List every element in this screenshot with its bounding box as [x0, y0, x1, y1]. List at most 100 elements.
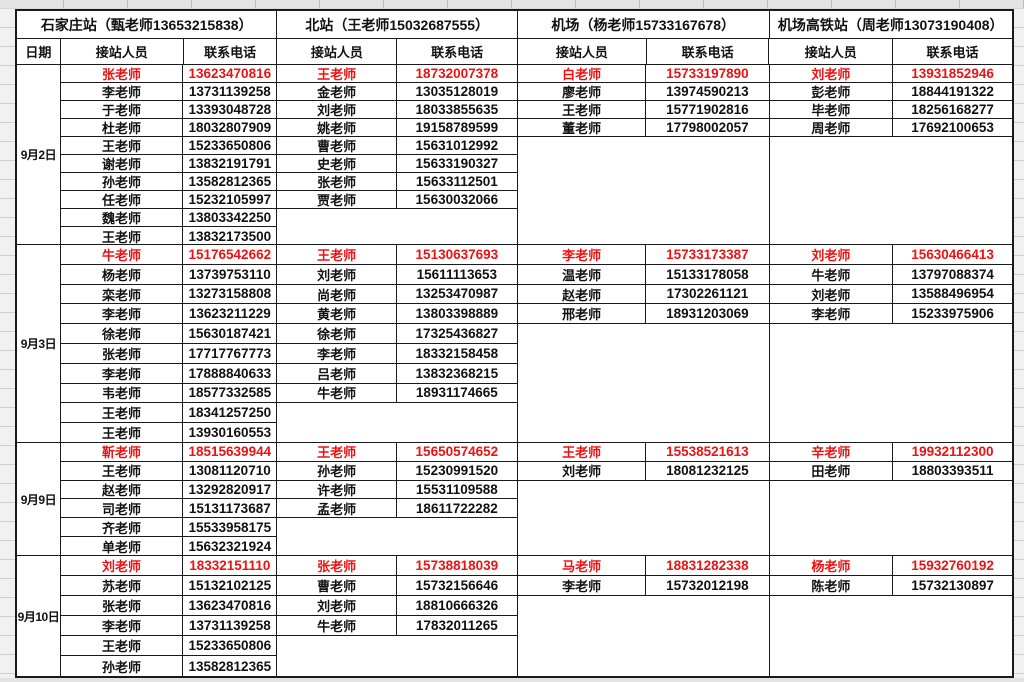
phone-cell: 18332158458	[415, 345, 499, 361]
phone-cell: 13253470987	[415, 286, 499, 302]
station-column-3: 白老师 15733197890 廖老师 13974590213 王老师 157719028…	[517, 65, 770, 244]
name-cell: 田老师	[770, 461, 894, 480]
phone-column-header: 联系电话	[926, 45, 979, 60]
table-row: 曹老师 15631012992	[277, 137, 517, 155]
phone-cell: 18810666326	[415, 598, 499, 613]
empty-cell	[770, 324, 1012, 442]
table-row: 王老师 13930160553	[61, 423, 277, 442]
name-cell: 王老师	[61, 227, 184, 244]
empty-cell	[770, 481, 1012, 555]
name-cell: 许老师	[277, 480, 397, 499]
name-cell: 杨老师	[770, 556, 894, 575]
name-cell: 孙老师	[277, 461, 397, 480]
table-row: 王老师 18732007378	[277, 65, 517, 83]
name-cell: 李老师	[277, 343, 397, 363]
table-row: 张老师 15738818039	[277, 556, 517, 576]
date-group: 9月10日 刘老师 18332151110 苏老师 15132102125 张老师 1362…	[17, 556, 1012, 676]
table-row: 苏老师 15132102125	[60, 576, 277, 596]
table-row: 王老师 15650574652	[277, 443, 517, 462]
name-cell: 王老师	[518, 101, 647, 118]
phone-cell: 15633190327	[415, 156, 499, 171]
station-header-2: 北站（王老师15032687555）	[277, 11, 518, 38]
table-row: 李老师 13731139258	[60, 83, 277, 101]
phone-cell: 18611722282	[415, 500, 498, 516]
station-column-4: 刘老师 15630466413 牛老师 13797088374 刘老师 135884969…	[769, 245, 1012, 442]
station-column-2: 王老师 15650574652 孙老师 15230991520 许老师 155311095…	[277, 443, 518, 555]
phone-cell: 15932760192	[911, 558, 994, 573]
phone-cell: 18332151110	[189, 558, 271, 573]
phone-cell: 15771902816	[666, 102, 749, 117]
empty-cell	[770, 596, 1012, 676]
name-cell: 王老师	[61, 423, 184, 442]
name-cell: 苏老师	[61, 576, 184, 595]
table-row: 王老师 13832173500	[61, 227, 277, 244]
name-cell: 徐老师	[277, 324, 397, 343]
table-row: 韦老师 18577332585	[60, 383, 277, 404]
phone-cell: 17692100653	[911, 120, 994, 135]
name-cell: 李老师	[61, 304, 184, 324]
name-column-header: 接站人员	[518, 39, 647, 64]
table-row: 周老师 17692100653	[769, 119, 1012, 137]
name-cell: 靳老师	[61, 443, 184, 461]
name-column-header: 接站人员	[61, 39, 184, 64]
empty-cell	[518, 596, 769, 676]
station-column-3: 李老师 15733173387 温老师 15133178058 赵老师 173022611…	[517, 245, 770, 442]
phone-cell: 15732130897	[911, 578, 994, 593]
phone-cell: 13731139258	[188, 618, 271, 633]
phone-cell: 15131173687	[188, 500, 271, 516]
name-cell: 王老师	[277, 245, 397, 264]
table-row: 白老师 15733197890	[517, 65, 769, 83]
phone-cell: 13930160553	[188, 425, 272, 441]
name-cell: 司老师	[61, 499, 184, 518]
name-cell: 金老师	[277, 83, 397, 100]
spreadsheet-bottom-gutter	[0, 678, 1024, 682]
name-cell: 单老师	[61, 537, 184, 555]
phone-cell: 17888840633	[188, 365, 272, 381]
station-column-2: 王老师 15130637693 刘老师 15611113653 尚老师 132534709…	[277, 245, 518, 442]
table-row: 王老师 15771902816	[517, 101, 769, 119]
phone-cell: 17325436827	[415, 326, 499, 342]
table-row: 赵老师 17302261121	[517, 284, 769, 305]
table-row: 刘老师 15630466413	[769, 245, 1012, 265]
table-row: 张老师 13623470816	[60, 65, 277, 83]
table-row: 齐老师 15533958175	[60, 518, 277, 538]
date-group: 9月9日 靳老师 18515639944 王老师 13081120710 赵老师 13292…	[17, 443, 1012, 556]
phone-cell: 15232105997	[188, 192, 272, 207]
table-row: 杜老师 18032807909	[60, 119, 277, 137]
name-cell: 廖老师	[518, 83, 647, 100]
name-cell: 魏老师	[61, 209, 184, 226]
phone-cell: 15531109588	[415, 482, 498, 498]
phone-cell: 15611113653	[416, 266, 498, 282]
table-row: 司老师 15131173687	[60, 499, 277, 519]
name-cell: 王老师	[61, 636, 184, 655]
phone-cell: 17302261121	[666, 286, 749, 302]
phone-cell: 15630187421	[188, 326, 272, 342]
table-row: 魏老师 13803342250	[60, 209, 277, 227]
name-cell: 温老师	[518, 264, 647, 284]
table-row: 刘老师 18810666326	[277, 596, 517, 616]
phone-cell: 15631012992	[415, 138, 499, 153]
name-cell: 孙老师	[61, 173, 184, 190]
table-row: 栾老师 13273158808	[60, 284, 277, 305]
station-column-3: 王老师 15538521613 刘老师 18081232125	[517, 443, 770, 555]
phone-cell: 15738818039	[415, 558, 499, 573]
table-row: 马老师 18831282338	[517, 556, 769, 576]
phone-cell: 13803398889	[415, 306, 499, 322]
table-row: 张老师 17717767773	[60, 343, 277, 364]
name-cell: 刘老师	[518, 461, 647, 480]
phone-cell: 15732156646	[415, 578, 499, 593]
name-cell: 牛老师	[770, 264, 894, 284]
phone-cell: 18256168277	[911, 102, 994, 117]
phone-cell: 15632321924	[188, 539, 272, 555]
name-cell: 牛老师	[277, 616, 397, 635]
phone-cell: 13035128019	[415, 84, 499, 99]
phone-cell: 18515639944	[188, 444, 272, 460]
name-cell: 李老师	[770, 304, 894, 324]
table-row: 陈老师 15732130897	[769, 576, 1012, 596]
station-column-1: 牛老师 15176542662 杨老师 13739753110 栾老师 132731588…	[60, 245, 278, 442]
name-cell: 贾老师	[277, 191, 397, 208]
name-cell: 王老师	[518, 443, 647, 461]
name-cell: 陈老师	[770, 576, 894, 595]
name-cell: 谢老师	[61, 155, 184, 172]
table-row: 牛老师 13797088374	[769, 264, 1012, 285]
